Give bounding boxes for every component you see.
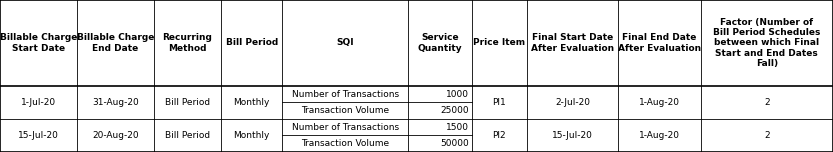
Text: Billable Charge
End Date: Billable Charge End Date xyxy=(77,33,154,53)
Text: Monthly: Monthly xyxy=(233,98,270,107)
Text: 20-Aug-20: 20-Aug-20 xyxy=(92,131,138,140)
Text: 15-Jul-20: 15-Jul-20 xyxy=(552,131,593,140)
Text: Billable Charge
Start Date: Billable Charge Start Date xyxy=(0,33,77,53)
Text: PI1: PI1 xyxy=(492,98,506,107)
Text: 1000: 1000 xyxy=(446,90,469,99)
Text: Transaction Volume: Transaction Volume xyxy=(302,106,389,115)
Text: 50000: 50000 xyxy=(440,139,469,148)
Text: Service
Quantity: Service Quantity xyxy=(418,33,462,53)
Text: Price Item: Price Item xyxy=(473,38,526,47)
Text: Final Start Date
After Evaluation: Final Start Date After Evaluation xyxy=(531,33,614,53)
Text: 25000: 25000 xyxy=(440,106,469,115)
Text: Number of Transactions: Number of Transactions xyxy=(292,123,399,132)
Text: Bill Period: Bill Period xyxy=(165,131,210,140)
Text: 2: 2 xyxy=(764,98,770,107)
Text: Monthly: Monthly xyxy=(233,131,270,140)
Text: 1-Jul-20: 1-Jul-20 xyxy=(21,98,56,107)
Text: 15-Jul-20: 15-Jul-20 xyxy=(18,131,59,140)
Text: Bill Period: Bill Period xyxy=(226,38,278,47)
Text: Factor (Number of
Bill Period Schedules
between which Final
Start and End Dates
: Factor (Number of Bill Period Schedules … xyxy=(713,18,821,68)
Text: 2: 2 xyxy=(764,131,770,140)
Text: Recurring
Method: Recurring Method xyxy=(162,33,212,53)
Text: 1-Aug-20: 1-Aug-20 xyxy=(639,131,680,140)
Text: 31-Aug-20: 31-Aug-20 xyxy=(92,98,138,107)
Text: 2-Jul-20: 2-Jul-20 xyxy=(555,98,590,107)
Text: SQI: SQI xyxy=(337,38,354,47)
Text: 1-Aug-20: 1-Aug-20 xyxy=(639,98,680,107)
Text: 1500: 1500 xyxy=(446,123,469,132)
Text: PI2: PI2 xyxy=(492,131,506,140)
Text: Bill Period: Bill Period xyxy=(165,98,210,107)
Text: Transaction Volume: Transaction Volume xyxy=(302,139,389,148)
Text: Number of Transactions: Number of Transactions xyxy=(292,90,399,99)
Text: Final End Date
After Evaluation: Final End Date After Evaluation xyxy=(618,33,701,53)
